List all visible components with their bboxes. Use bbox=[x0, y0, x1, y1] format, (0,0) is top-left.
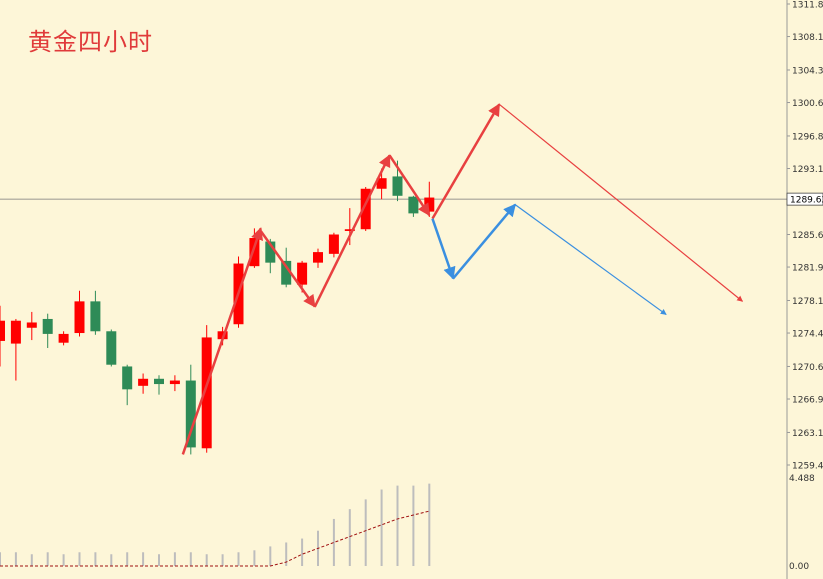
price-tick-label: 1281.90 bbox=[792, 264, 823, 274]
forecast-arrow-segment bbox=[514, 204, 667, 316]
price-tick-label: 1263.10 bbox=[792, 429, 823, 439]
candle-body bbox=[249, 238, 260, 267]
candle-body bbox=[376, 178, 387, 189]
volume-group bbox=[0, 483, 431, 567]
candle-body bbox=[106, 331, 117, 365]
candle-body bbox=[185, 380, 196, 448]
forecast-arrow-segment bbox=[431, 218, 456, 280]
volume-ma-line bbox=[0, 510, 430, 567]
candle-body bbox=[10, 320, 21, 344]
candle-body bbox=[26, 322, 37, 328]
price-tick-label: 1308.10 bbox=[792, 33, 823, 43]
candle-body bbox=[42, 318, 53, 334]
candle-body bbox=[0, 320, 5, 341]
price-tick-label: 1300.60 bbox=[792, 99, 823, 109]
forecast-arrow-segment bbox=[259, 230, 316, 308]
candle-body bbox=[297, 262, 308, 285]
current-price-label: 1289.62 bbox=[790, 196, 823, 206]
price-tick-label: 1304.30 bbox=[792, 66, 823, 76]
candle-body bbox=[408, 196, 419, 214]
candle-body bbox=[74, 301, 85, 334]
volume-tick-label: 4.488 bbox=[789, 474, 815, 484]
forecast-arrow-segment bbox=[181, 227, 264, 455]
candle-body bbox=[217, 331, 228, 340]
candle-body bbox=[344, 229, 355, 231]
candle-body bbox=[90, 301, 101, 332]
candle-body bbox=[392, 176, 403, 196]
price-axis: 1311.80 1308.10 1304.30 1300.60 1296.80 1293.… bbox=[786, 1, 823, 572]
candle-body bbox=[122, 366, 133, 390]
volume-tick-label: 0.00 bbox=[789, 562, 809, 572]
forecast-arrow-segment bbox=[431, 103, 501, 220]
candle-body bbox=[265, 241, 276, 263]
price-tick-label: 1293.10 bbox=[792, 165, 823, 175]
candle-body bbox=[360, 188, 371, 230]
candle-body bbox=[281, 260, 292, 285]
forecast-arrow-segment bbox=[313, 154, 391, 308]
forecast-arrows bbox=[181, 103, 743, 455]
candle-body bbox=[328, 234, 339, 254]
price-tick-label: 1311.80 bbox=[792, 1, 823, 11]
axis-divider-group bbox=[0, 0, 788, 579]
price-tick-label: 1274.40 bbox=[792, 330, 823, 340]
chart-title: 黄金四小时 bbox=[28, 28, 153, 56]
candle-body bbox=[313, 252, 323, 263]
candle-body bbox=[169, 380, 180, 385]
forecast-arrow-segment bbox=[452, 203, 517, 280]
candle-body bbox=[201, 337, 212, 449]
price-tick-label: 1296.80 bbox=[792, 132, 823, 142]
price-tick-label: 1266.90 bbox=[792, 396, 823, 406]
candles-group bbox=[0, 160, 435, 455]
candle-body bbox=[138, 378, 149, 386]
current-price-tag bbox=[786, 192, 823, 206]
forecast-arrow-segment bbox=[498, 103, 743, 302]
candle-body bbox=[154, 378, 164, 385]
price-tick-label: 1278.10 bbox=[792, 297, 823, 307]
price-tick-label: 1285.60 bbox=[792, 231, 823, 241]
price-tick-label: 1270.60 bbox=[792, 363, 823, 373]
price-tick-label: 1259.40 bbox=[792, 462, 823, 472]
candle-body bbox=[58, 333, 69, 343]
forecast-arrow-segment bbox=[388, 154, 431, 217]
